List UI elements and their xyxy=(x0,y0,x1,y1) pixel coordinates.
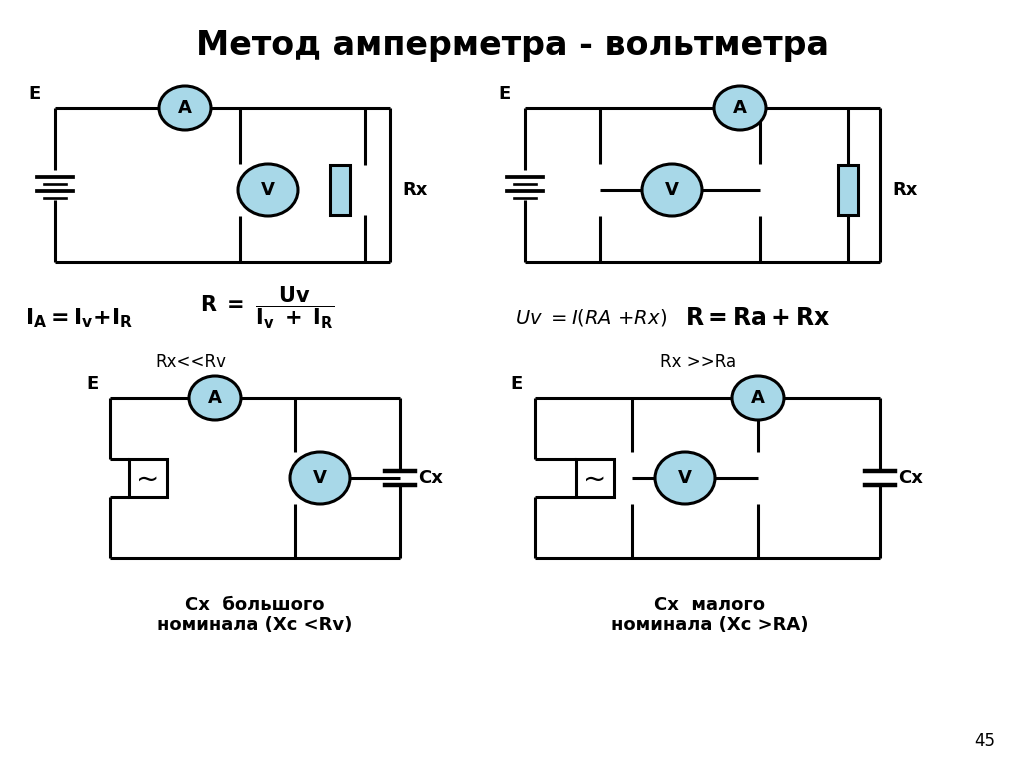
Ellipse shape xyxy=(238,164,298,216)
Ellipse shape xyxy=(732,376,784,420)
Bar xyxy=(838,165,858,215)
Ellipse shape xyxy=(714,86,766,130)
Text: Rx >>Ra: Rx >>Ra xyxy=(660,353,736,371)
Bar xyxy=(330,165,350,215)
Ellipse shape xyxy=(642,164,702,216)
Text: E: E xyxy=(511,375,523,393)
Bar xyxy=(129,459,167,497)
Text: номинала (Xc >RA): номинала (Xc >RA) xyxy=(611,616,809,634)
Text: Cx  малого: Cx малого xyxy=(654,596,766,614)
Text: Rx<<Rv: Rx<<Rv xyxy=(155,353,226,371)
Text: V: V xyxy=(313,469,327,487)
Text: $\mathbf{R = Ra + Rx}$: $\mathbf{R = Ra + Rx}$ xyxy=(685,306,830,330)
Bar xyxy=(575,459,614,497)
Ellipse shape xyxy=(655,452,715,504)
Text: A: A xyxy=(733,99,746,117)
Text: ~: ~ xyxy=(584,466,606,494)
Text: Rx: Rx xyxy=(892,181,918,199)
Text: $\mathbf{R\ =\ \dfrac{Uv}{I_v\ +\ I_R}}$: $\mathbf{R\ =\ \dfrac{Uv}{I_v\ +\ I_R}}$ xyxy=(200,285,335,331)
Text: A: A xyxy=(178,99,191,117)
Text: $\mathbf{I_A{=}I_v{+}I_R}$: $\mathbf{I_A{=}I_v{+}I_R}$ xyxy=(25,306,133,329)
Text: Cx: Cx xyxy=(418,469,442,487)
Ellipse shape xyxy=(290,452,350,504)
Ellipse shape xyxy=(159,86,211,130)
Text: V: V xyxy=(678,469,692,487)
Text: Cx: Cx xyxy=(898,469,923,487)
Text: Метод амперметра - вольтметра: Метод амперметра - вольтметра xyxy=(196,28,828,61)
Text: A: A xyxy=(208,389,222,407)
Text: Rx: Rx xyxy=(402,181,427,199)
Text: V: V xyxy=(261,181,274,199)
Text: $Uv\ {=}I(RA\ {+}Rx)$: $Uv\ {=}I(RA\ {+}Rx)$ xyxy=(515,307,667,329)
Text: Cx  большого: Cx большого xyxy=(185,596,325,614)
Text: E: E xyxy=(29,85,41,103)
Text: V: V xyxy=(665,181,679,199)
Text: ~: ~ xyxy=(136,466,160,494)
Text: E: E xyxy=(86,375,98,393)
Text: 45: 45 xyxy=(974,732,995,750)
Ellipse shape xyxy=(189,376,241,420)
Text: A: A xyxy=(751,389,765,407)
Text: E: E xyxy=(499,85,511,103)
Text: номинала (Xc <Rv): номинала (Xc <Rv) xyxy=(158,616,352,634)
